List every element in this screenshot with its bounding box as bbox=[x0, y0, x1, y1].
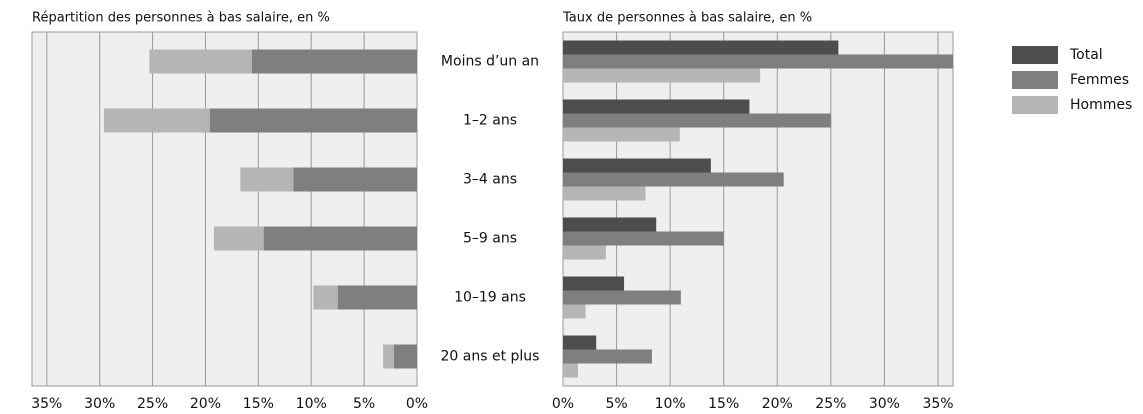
x-tick-label: 15% bbox=[708, 396, 739, 412]
x-tick-label: 35% bbox=[31, 396, 62, 412]
bar bbox=[563, 127, 680, 142]
plot-area bbox=[562, 31, 954, 387]
legend-swatch bbox=[1012, 96, 1058, 114]
bar bbox=[240, 167, 294, 192]
bar bbox=[209, 108, 417, 133]
x-tick-label: 25% bbox=[815, 396, 846, 412]
bar bbox=[563, 335, 597, 350]
bar bbox=[563, 276, 625, 291]
bar bbox=[563, 231, 724, 246]
bar bbox=[563, 54, 953, 69]
bar bbox=[563, 304, 586, 319]
x-tick-label: 35% bbox=[922, 396, 953, 412]
x-tick-label: 0% bbox=[406, 396, 428, 412]
x-tick-label: 25% bbox=[137, 396, 168, 412]
x-tick-label: 5% bbox=[605, 396, 627, 412]
category-label: 3–4 ans bbox=[463, 172, 517, 188]
bar bbox=[563, 113, 831, 128]
bar bbox=[563, 290, 681, 305]
x-tick-label: 5% bbox=[353, 396, 375, 412]
x-tick-label: 30% bbox=[84, 396, 115, 412]
legend-swatch bbox=[1012, 46, 1058, 64]
legend-label: Femmes bbox=[1070, 72, 1129, 88]
x-tick-label: 20% bbox=[762, 396, 793, 412]
bar bbox=[383, 344, 394, 369]
bar bbox=[393, 344, 417, 369]
bar bbox=[563, 186, 646, 201]
legend-label: Hommes bbox=[1070, 97, 1132, 113]
chart-title: Répartition des personnes à bas salaire,… bbox=[32, 11, 330, 26]
bar bbox=[213, 226, 264, 251]
bar bbox=[563, 349, 652, 364]
category-label: Moins d’un an bbox=[441, 54, 539, 70]
x-tick-label: 20% bbox=[190, 396, 221, 412]
x-tick-label: 15% bbox=[243, 396, 274, 412]
x-tick-label: 10% bbox=[655, 396, 686, 412]
x-tick-label: 30% bbox=[869, 396, 900, 412]
category-label: 10–19 ans bbox=[454, 290, 526, 306]
bar bbox=[563, 217, 657, 232]
bar bbox=[293, 167, 417, 192]
chart-title: Taux de personnes à bas salaire, en % bbox=[562, 11, 812, 26]
x-tick-label: 10% bbox=[296, 396, 327, 412]
bar bbox=[563, 172, 784, 187]
category-label: 20 ans et plus bbox=[441, 349, 540, 365]
bar bbox=[563, 68, 761, 83]
bar bbox=[563, 40, 839, 55]
category-label: 1–2 ans bbox=[463, 113, 517, 129]
bar bbox=[103, 108, 210, 133]
bar bbox=[252, 49, 417, 74]
bar bbox=[263, 226, 417, 251]
bar bbox=[149, 49, 252, 74]
legend-swatch bbox=[1012, 71, 1058, 89]
x-tick-label: 0% bbox=[552, 396, 574, 412]
bar bbox=[563, 99, 750, 114]
legend-label: Total bbox=[1069, 47, 1103, 63]
bar bbox=[337, 285, 417, 310]
category-label: 5–9 ans bbox=[463, 231, 517, 247]
bar bbox=[563, 363, 578, 378]
bar bbox=[563, 245, 606, 260]
plot-area bbox=[31, 31, 418, 387]
bar bbox=[563, 158, 711, 173]
bar bbox=[313, 285, 338, 310]
